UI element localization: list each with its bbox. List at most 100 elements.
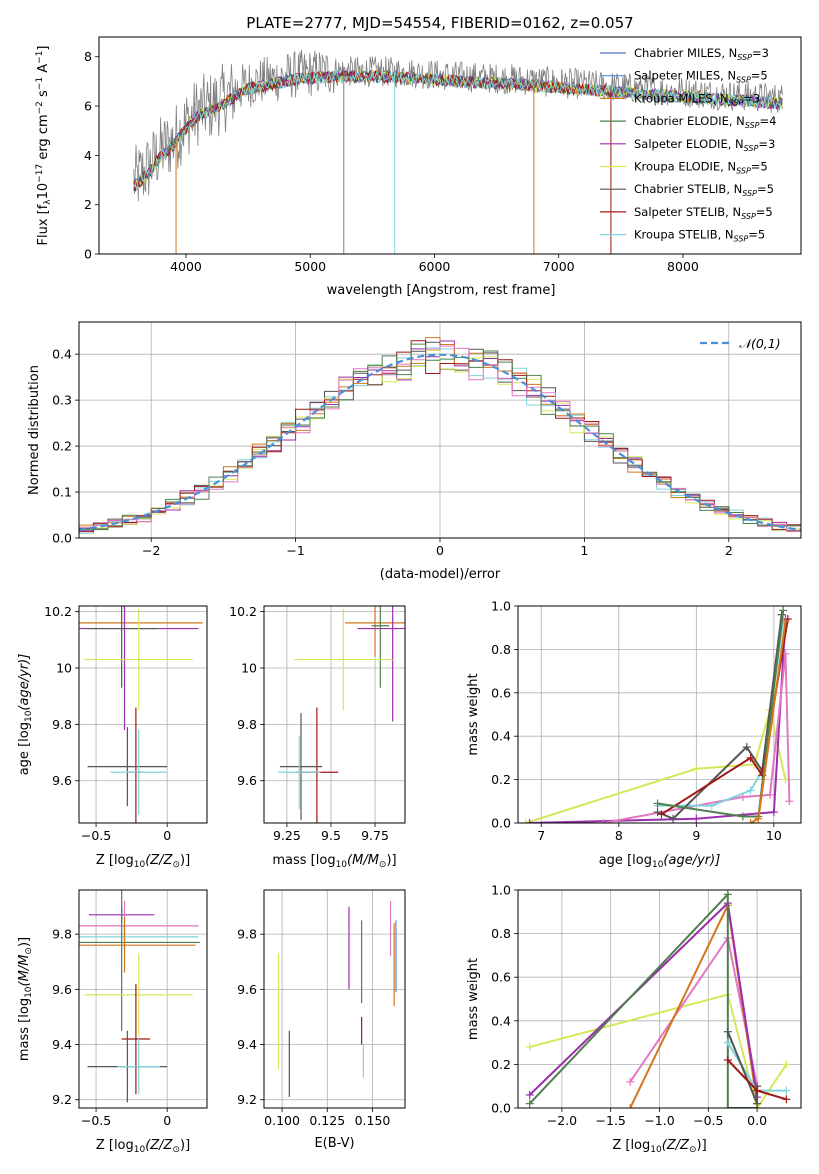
mass_vs_Z-xlabel-part: (Z/Z: [145, 1138, 173, 1153]
mass_vs_Z-xlabel-part: 10: [134, 1145, 146, 1155]
legend-entry-subscript: SSP: [734, 235, 749, 244]
ylabel-part: −1: [35, 77, 45, 90]
age_vs_mass-plot-area: [278, 606, 405, 823]
legend-entry-name: Chabrier ELODIE, N: [634, 114, 745, 128]
y-tick-label: 0.2: [491, 1057, 511, 1072]
axes-frame: [517, 889, 802, 1109]
legend-entry: Salpeter STELIB, NSSP=5: [634, 205, 773, 221]
mass_weight_vs_Z-xlabel-part: (Z/Z: [662, 1138, 690, 1153]
mass_weight_vs_Z-panel: −2.0 −1.5 −1.0 −0.5 0.0 0.0 0.2 0.4 0.6 0.8 1.0 Z […: [466, 883, 802, 1155]
legend-entry: Kroupa ELODIE, NSSP=5: [634, 160, 768, 176]
spectrum-panel: 4000 5000 6000 7000 8000 0 2 4 6 8 Flux [fλ10−17 e…: [35, 36, 802, 298]
y-tick-label: 10: [241, 661, 257, 676]
y-tick-label: 0.2: [52, 439, 72, 454]
mass_vs_ebv-plot-area: [277, 901, 397, 1097]
mass_weight_vs_Z-xlabel-part: 10: [650, 1145, 662, 1155]
residuals-ylabel: Normed distribution: [27, 365, 42, 495]
mass_weight_vs_age-xlabel-part: (age/yr)]: [663, 853, 720, 868]
legend-entry-suffix: =5: [756, 205, 773, 219]
y-tick-label: 9.4: [52, 1037, 72, 1052]
ylabel-part: s: [36, 90, 51, 101]
mass_vs_Z-ylabel-part: 10: [24, 986, 34, 998]
legend-entry-name: Chabrier STELIB, N: [634, 182, 742, 196]
ylabel-part: ]: [36, 46, 51, 51]
mass_vs_Z-xlabel-part: )]: [180, 1138, 190, 1153]
legend-entry-suffix: =3: [743, 91, 760, 105]
mass_vs_Z-xlabel: Z [log10(Z/Z⊙)]: [96, 1138, 190, 1155]
y-tick-label: 10: [56, 661, 72, 676]
mass_vs_ebv-panel: 0.100 0.125 0.150 9.2 9.4 9.6 9.8 E(B-V): [237, 889, 406, 1151]
x-tick-label: 7: [537, 828, 545, 843]
x-tick-label: −0.5: [693, 1113, 723, 1128]
legend-entry-subscript: SSP: [741, 212, 756, 221]
mass_weight_vs_Z-xlabel-part: Z [log: [612, 1138, 650, 1153]
axes-frame: [517, 605, 802, 824]
x-tick-label: 6000: [419, 259, 451, 274]
mass_weight_vs_Z-ylabel: mass weight: [466, 958, 481, 1040]
legend-entry-suffix: =5: [751, 69, 768, 83]
legend-entry-name: Kroupa MILES, N: [634, 91, 729, 105]
age_vs_Z-xlabel-part: 10: [134, 860, 146, 870]
residuals-plot-area: [79, 337, 801, 534]
mass_vs_Z-ylabel-part: ⊙: [24, 947, 34, 955]
x-tick-label: 5000: [294, 259, 326, 274]
legend-entry-suffix: =3: [758, 137, 775, 151]
axes-frame: [78, 605, 208, 824]
spectrum-plot-area: [133, 49, 783, 254]
figure-title: PLATE=2777, MJD=54554, FIBERID=0162, z=0…: [246, 14, 633, 32]
legend-entry-subscript: SSP: [729, 98, 744, 107]
y-tick-label: 0.8: [491, 642, 511, 657]
y-tick-label: 0.8: [491, 926, 511, 941]
mass_vs_Z-panel: −0.5 09.29.49.69.8Z [log10(Z/Z⊙)]mass [lo…: [17, 889, 208, 1155]
y-tick-label: 2: [84, 197, 92, 212]
mass_weight_vs_Z-xlabel: Z [log10(Z/Z⊙)]: [612, 1138, 706, 1155]
y-tick-label: 0.6: [491, 685, 511, 700]
legend-entry-name: Chabrier MILES, N: [634, 46, 737, 60]
age_vs_Z-ylabel-part: 10: [24, 710, 34, 722]
x-tick-label: 1: [580, 543, 588, 558]
x-tick-label: 0: [163, 828, 171, 843]
legend-entry-suffix: =5: [757, 182, 774, 196]
y-tick-label: 1.0: [491, 599, 511, 614]
x-tick-label: 9.25: [273, 828, 301, 843]
model-spectrum-kroupa_stelib: [133, 69, 783, 191]
age_vs_Z-xlabel-part: Z [log: [96, 853, 134, 868]
weight-line-chabrier_elodie: [657, 610, 785, 818]
ylabel-part: λ: [43, 199, 53, 205]
ylabel-part: Flux [f: [36, 204, 51, 245]
ylabel-part: −1: [35, 51, 45, 64]
y-tick-label: 0.1: [52, 485, 72, 500]
y-tick-label: 9.6: [52, 773, 72, 788]
spectrum-ylabel: Flux [fλ10−17 erg cm−2 s−1 A−1]: [35, 46, 53, 246]
y-tick-label: 0.4: [52, 347, 72, 362]
x-tick-label: −1.0: [644, 1113, 674, 1128]
age_vs_mass-xlabel-part: (M/M: [347, 853, 379, 868]
mass_weight_vs_age-xlabel: age [log10(age/yr)]: [599, 853, 721, 870]
mass_vs_Z-ylabel-part: )]: [17, 937, 32, 947]
y-tick-label: 0.0: [52, 531, 72, 546]
axes-frame: [263, 605, 406, 824]
axes-frame: [98, 36, 802, 255]
x-tick-label: −1.5: [596, 1113, 626, 1128]
legend-entry-subscript: SSP: [737, 53, 752, 62]
x-tick-label: −2: [142, 543, 160, 558]
mass_weight_vs_age-xlabel-part: age [log: [599, 853, 652, 868]
age_vs_Z-xlabel-part: (Z/Z: [145, 853, 173, 868]
mass_vs_Z-ylabel-part: mass [log: [17, 998, 32, 1061]
weight-line-kroupa_elodie: [529, 993, 788, 1108]
legend-entry: Salpeter ELODIE, NSSP=3: [634, 137, 775, 153]
x-tick-label: 0.125: [309, 1113, 345, 1128]
ylabel-part: −2: [35, 101, 45, 114]
y-tick-label: 9.8: [237, 717, 257, 732]
y-tick-label: 8: [84, 49, 92, 64]
x-tick-label: 2: [725, 543, 733, 558]
y-tick-label: 6: [84, 99, 92, 114]
histogram-salpeter_stelib: [79, 340, 801, 533]
legend-entry: Kroupa STELIB, NSSP=5: [634, 228, 765, 244]
mass_vs_Z-xlabel-part: Z [log: [96, 1138, 134, 1153]
axes-frame: [78, 889, 208, 1109]
age_vs_mass-xlabel-part: mass [log: [272, 853, 335, 868]
